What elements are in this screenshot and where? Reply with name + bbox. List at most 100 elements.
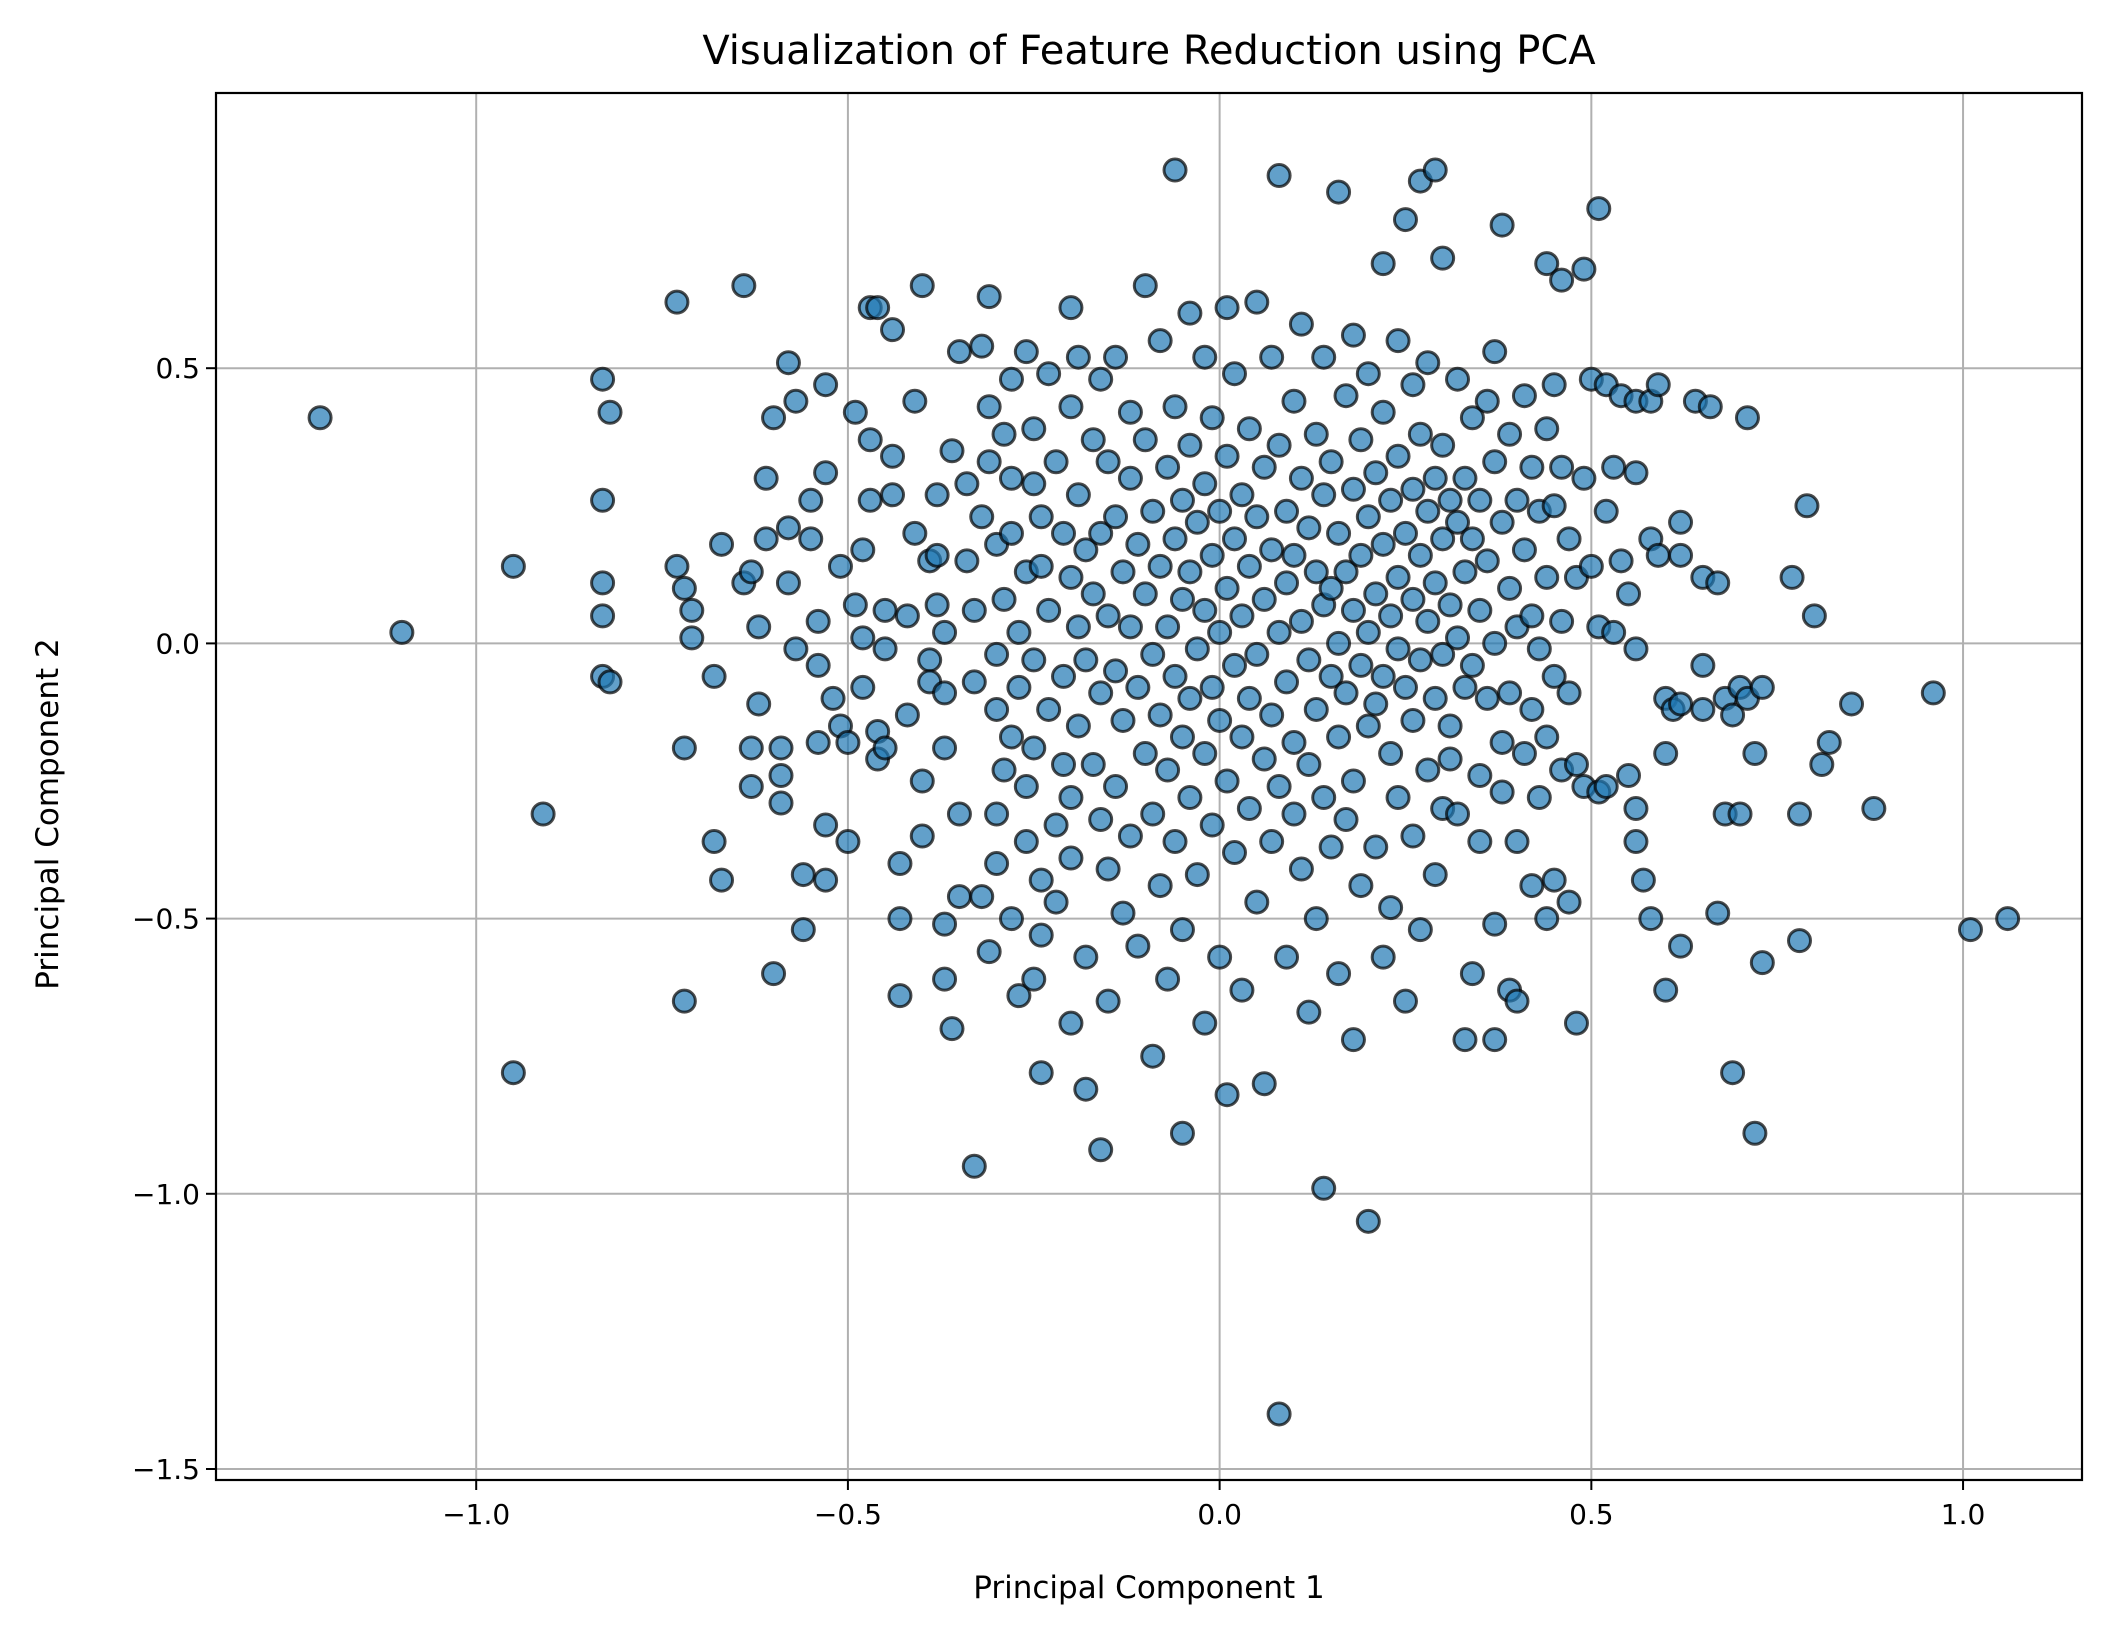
scatter-point: [1392, 520, 1418, 546]
scatter-point: [1422, 862, 1448, 888]
scatter-point: [1080, 751, 1106, 777]
scatter-point: [1058, 785, 1084, 811]
scatter-point: [1459, 652, 1485, 678]
scatter-point: [1281, 729, 1307, 755]
scatter-point: [1326, 724, 1352, 750]
scatter-point: [1006, 619, 1032, 645]
scatter-point: [887, 851, 913, 877]
scatter-point: [872, 597, 898, 623]
scatter-point: [1192, 597, 1218, 623]
scatter-point: [1318, 663, 1344, 689]
scatter-point: [1415, 757, 1441, 783]
scatter-point: [1504, 487, 1530, 513]
scatter-point: [1378, 895, 1404, 921]
scatter-point: [1147, 702, 1173, 728]
scatter-point: [969, 333, 995, 359]
scatter-point: [753, 526, 779, 552]
scatter-point: [1162, 829, 1188, 855]
scatter-point: [1459, 526, 1485, 552]
scatter-point: [1296, 751, 1322, 777]
scatter-point: [1013, 829, 1039, 855]
scatter-point: [909, 823, 935, 849]
scatter-point: [1021, 647, 1047, 673]
scatter-point: [1184, 636, 1210, 662]
scatter-point: [1363, 460, 1389, 486]
scatter-point: [1199, 674, 1225, 700]
scatter-point: [1058, 394, 1084, 420]
scatter-point: [1340, 322, 1366, 348]
scatter-point: [991, 757, 1017, 783]
scatter-point: [1586, 196, 1612, 222]
scatter-point: [887, 983, 913, 1009]
scatter-point: [1601, 454, 1627, 480]
scatter-point: [1549, 454, 1575, 480]
scatter-point: [1786, 928, 1812, 954]
scatter-point: [1437, 487, 1463, 513]
scatter-point: [1392, 674, 1418, 700]
scatter-point: [1303, 421, 1329, 447]
scatter-point: [1058, 845, 1084, 871]
scatter-point: [1281, 542, 1307, 568]
scatter-point: [1474, 548, 1500, 574]
scatter-point: [1207, 707, 1233, 733]
scatter-point: [1259, 537, 1285, 563]
scatter-point: [1088, 366, 1114, 392]
scatter-point: [1467, 487, 1493, 513]
y-tick-label: 0.0: [155, 627, 200, 660]
scatter-point: [1355, 1208, 1381, 1234]
scatter-point: [1080, 427, 1106, 453]
scatter-point: [1422, 465, 1448, 491]
scatter-point: [969, 504, 995, 530]
scatter-point: [1534, 564, 1560, 590]
x-axis-label: Principal Component 1: [973, 1570, 1325, 1606]
scatter-point: [887, 906, 913, 932]
scatter-point: [1333, 807, 1359, 833]
scatter-point: [790, 862, 816, 888]
scatter-point: [701, 829, 727, 855]
scatter-point: [1333, 680, 1359, 706]
scatter-point: [590, 366, 616, 392]
scatter-point: [1192, 344, 1218, 370]
scatter-point: [1311, 1175, 1337, 1201]
scatter-point: [1474, 388, 1500, 414]
scatter-point: [307, 405, 333, 431]
scatter-point: [1809, 751, 1835, 777]
y-tick-label: −1.0: [132, 1178, 200, 1211]
scatter-point: [946, 801, 972, 827]
scatter-point: [1363, 691, 1389, 717]
scatter-point: [1229, 724, 1255, 750]
scatter-point: [1742, 740, 1768, 766]
scatter-point: [1236, 553, 1262, 579]
scatter-point: [805, 652, 831, 678]
scatter-point: [924, 482, 950, 508]
scatter-point: [1400, 476, 1426, 502]
scatter-point: [389, 619, 415, 645]
x-tick-label: 1.0: [1941, 1498, 1986, 1531]
scatter-point: [939, 438, 965, 464]
scatter-point: [1303, 906, 1329, 932]
x-tick-label: 0.5: [1569, 1498, 1614, 1531]
scatter-point: [1028, 504, 1054, 530]
scatter-point: [813, 867, 839, 893]
scatter-point: [984, 801, 1010, 827]
scatter-point: [961, 1153, 987, 1179]
scatter-point: [1043, 889, 1069, 915]
scatter-point: [1021, 471, 1047, 497]
scatter-point: [998, 724, 1024, 750]
scatter-point: [917, 647, 943, 673]
scatter-point: [1400, 372, 1426, 398]
scatter-point: [1474, 685, 1500, 711]
x-tick-label: −1.0: [442, 1498, 510, 1531]
scatter-point: [1140, 801, 1166, 827]
scatter-point: [1214, 443, 1240, 469]
scatter-point: [857, 427, 883, 453]
scatter-point: [1668, 933, 1694, 959]
scatter-point: [1132, 427, 1158, 453]
scatter-point: [709, 531, 735, 557]
scatter-point: [1103, 658, 1129, 684]
scatter-point: [1155, 614, 1181, 640]
scatter-point: [1734, 405, 1760, 431]
scatter-point: [998, 906, 1024, 932]
scatter-point: [1132, 740, 1158, 766]
scatter-point: [1177, 300, 1203, 326]
